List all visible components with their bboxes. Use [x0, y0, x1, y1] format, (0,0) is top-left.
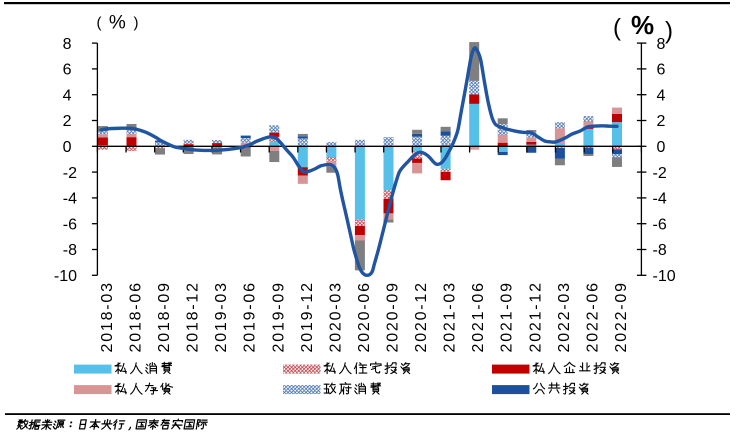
svg-text:): ) [134, 15, 139, 32]
svg-text:-2: -2 [653, 165, 667, 182]
svg-text:6: 6 [63, 62, 72, 79]
svg-text:2019-03: 2019-03 [213, 281, 230, 352]
svg-text:-6: -6 [63, 216, 77, 233]
svg-text:%: % [109, 13, 126, 34]
svg-text:2020-06: 2020-06 [356, 281, 373, 352]
svg-text:-4: -4 [653, 191, 667, 208]
svg-text:2019-12: 2019-12 [299, 281, 316, 352]
svg-text:2022-09: 2022-09 [613, 281, 630, 352]
svg-text:): ) [665, 18, 673, 45]
svg-text:2018-12: 2018-12 [185, 281, 202, 352]
svg-text:-10: -10 [653, 268, 676, 285]
svg-text:-2: -2 [63, 165, 77, 182]
svg-text:4: 4 [63, 87, 72, 104]
svg-text:(: ( [613, 15, 621, 42]
svg-text:2021-09: 2021-09 [499, 281, 516, 352]
svg-text:2018-03: 2018-03 [99, 281, 116, 352]
svg-text:-8: -8 [63, 242, 77, 259]
svg-text:%: % [631, 10, 654, 40]
svg-text:2021-03: 2021-03 [442, 281, 459, 352]
svg-text:4: 4 [657, 87, 666, 104]
svg-text:-6: -6 [653, 216, 667, 233]
svg-text:2019-06: 2019-06 [242, 281, 259, 352]
svg-text:2020-12: 2020-12 [413, 281, 430, 352]
svg-text:2: 2 [657, 113, 666, 130]
svg-text:2: 2 [63, 113, 72, 130]
svg-text:8: 8 [63, 36, 72, 53]
svg-text:2018-09: 2018-09 [156, 281, 173, 352]
svg-text:2022-06: 2022-06 [584, 281, 601, 352]
svg-text:2018-06: 2018-06 [128, 281, 145, 352]
svg-text:8: 8 [657, 36, 666, 53]
svg-text:-8: -8 [653, 242, 667, 259]
svg-text:(: ( [97, 15, 102, 32]
svg-text:2021-12: 2021-12 [527, 281, 544, 352]
svg-text:2020-09: 2020-09 [385, 281, 402, 352]
svg-text:2019-09: 2019-09 [270, 281, 287, 352]
svg-text:2020-03: 2020-03 [327, 281, 344, 352]
svg-text:2022-03: 2022-03 [556, 281, 573, 352]
svg-text:0: 0 [657, 139, 666, 156]
svg-text:6: 6 [657, 62, 666, 79]
svg-text:0: 0 [63, 139, 72, 156]
svg-text:2021-06: 2021-06 [470, 281, 487, 352]
svg-text:-4: -4 [63, 191, 77, 208]
svg-text:-10: -10 [54, 268, 77, 285]
